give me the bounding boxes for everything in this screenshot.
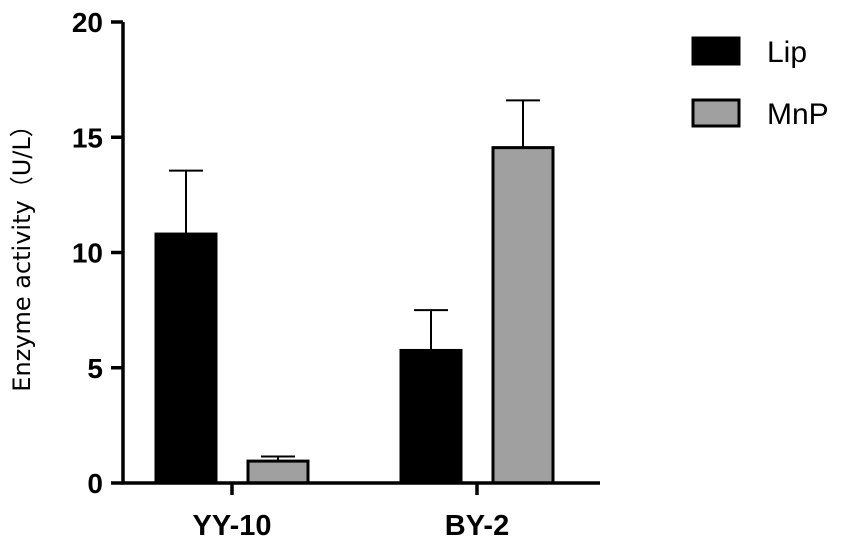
bar xyxy=(491,146,555,485)
y-tick-label: 5 xyxy=(87,353,103,384)
bar xyxy=(246,459,310,485)
bar xyxy=(154,232,218,485)
y-tick-label: 20 xyxy=(72,7,103,38)
y-axis-title: Enzyme activity（U/L） xyxy=(8,113,36,391)
x-axis-ticks: YY-10 BY-2 xyxy=(193,483,509,542)
legend-swatch xyxy=(691,36,741,66)
bars xyxy=(154,146,555,485)
legend: Lip MnP xyxy=(691,36,829,131)
y-axis-ticks: 0 5 10 15 20 xyxy=(72,7,123,499)
legend-swatch xyxy=(691,98,741,128)
x-tick-label: BY-2 xyxy=(445,510,509,542)
y-tick-label: 15 xyxy=(72,122,103,153)
legend-label: MnP xyxy=(767,98,829,131)
y-tick-label: 10 xyxy=(72,238,103,269)
x-tick-label: YY-10 xyxy=(193,510,272,542)
error-bars xyxy=(169,99,540,462)
legend-label: Lip xyxy=(767,36,807,69)
bar xyxy=(399,348,463,485)
y-tick-label: 0 xyxy=(87,468,103,499)
